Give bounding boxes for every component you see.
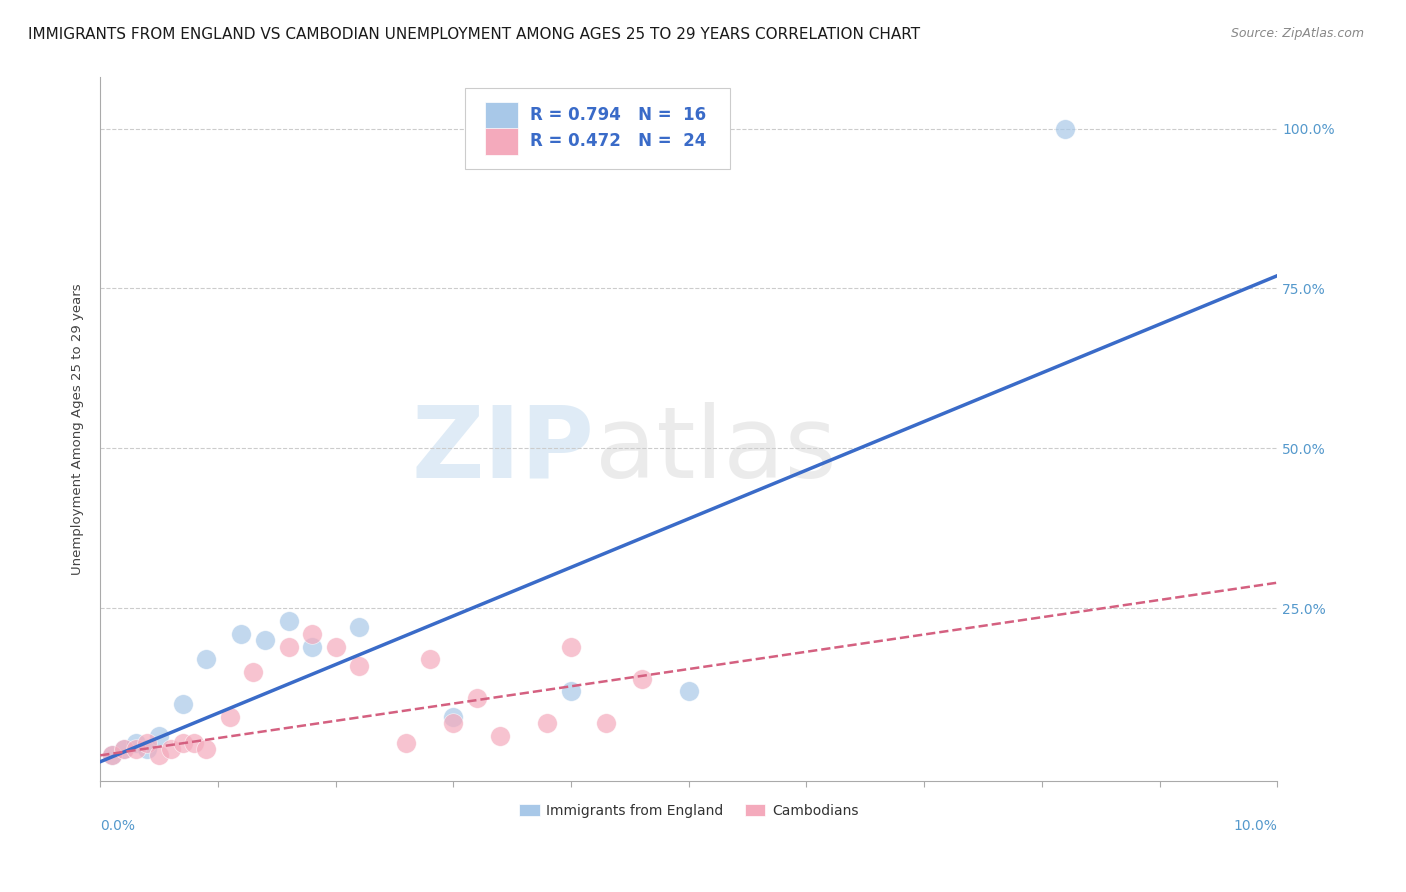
Point xyxy=(301,627,323,641)
Point xyxy=(277,640,299,654)
Point xyxy=(112,742,135,756)
Point xyxy=(489,729,512,743)
Point xyxy=(1054,121,1077,136)
Point xyxy=(231,627,253,641)
FancyBboxPatch shape xyxy=(465,88,730,169)
Point xyxy=(101,748,124,763)
Point xyxy=(148,729,170,743)
Point xyxy=(195,652,218,666)
Point xyxy=(172,735,194,749)
Text: R = 0.472   N =  24: R = 0.472 N = 24 xyxy=(530,132,706,151)
Text: R = 0.794   N =  16: R = 0.794 N = 16 xyxy=(530,106,706,124)
Text: 0.0%: 0.0% xyxy=(100,820,135,833)
Point xyxy=(242,665,264,680)
Point xyxy=(441,710,464,724)
Point xyxy=(347,658,370,673)
Text: 10.0%: 10.0% xyxy=(1233,820,1277,833)
Point xyxy=(678,684,700,698)
Point xyxy=(160,742,183,756)
Point xyxy=(277,614,299,628)
Point xyxy=(465,690,488,705)
Text: Source: ZipAtlas.com: Source: ZipAtlas.com xyxy=(1230,27,1364,40)
Point xyxy=(172,697,194,711)
Point xyxy=(560,640,582,654)
Point xyxy=(112,742,135,756)
Point xyxy=(347,620,370,634)
Point xyxy=(195,742,218,756)
Point xyxy=(101,748,124,763)
Point xyxy=(136,735,159,749)
Point xyxy=(560,684,582,698)
Point xyxy=(218,710,240,724)
Point xyxy=(183,735,205,749)
Text: IMMIGRANTS FROM ENGLAND VS CAMBODIAN UNEMPLOYMENT AMONG AGES 25 TO 29 YEARS CORR: IMMIGRANTS FROM ENGLAND VS CAMBODIAN UNE… xyxy=(28,27,921,42)
Point xyxy=(301,640,323,654)
Point xyxy=(630,672,652,686)
Point xyxy=(124,735,146,749)
Text: atlas: atlas xyxy=(595,401,837,499)
Point xyxy=(395,735,418,749)
Legend: Immigrants from England, Cambodians: Immigrants from England, Cambodians xyxy=(513,798,865,823)
Point xyxy=(325,640,347,654)
Text: ZIP: ZIP xyxy=(412,401,595,499)
Point xyxy=(148,748,170,763)
Point xyxy=(124,742,146,756)
Point xyxy=(253,633,276,648)
Y-axis label: Unemployment Among Ages 25 to 29 years: Unemployment Among Ages 25 to 29 years xyxy=(72,284,84,575)
FancyBboxPatch shape xyxy=(485,102,517,128)
FancyBboxPatch shape xyxy=(485,128,517,155)
Point xyxy=(536,716,558,731)
Point xyxy=(441,716,464,731)
Point xyxy=(595,716,617,731)
Point xyxy=(419,652,441,666)
Point xyxy=(136,742,159,756)
